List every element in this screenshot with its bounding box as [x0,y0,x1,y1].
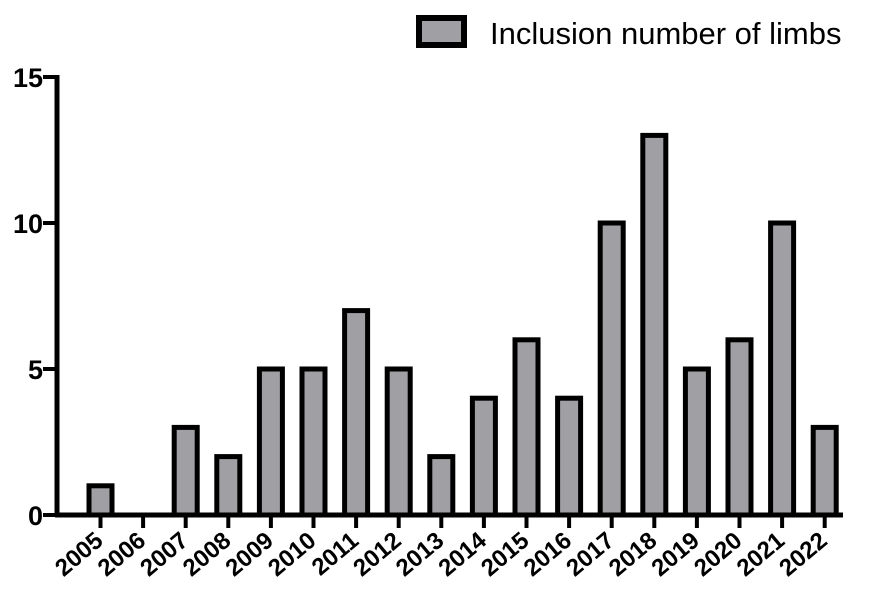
bar-2021 [768,220,797,518]
y-tick-label-5: 5 [28,355,43,385]
bar-2018 [640,132,669,518]
bar-2017 [597,220,626,518]
bar-2015 [512,337,541,518]
y-axis: 0 5 10 15 [13,63,60,531]
x-tick-label-2022: 2022 [774,527,832,582]
bar-2019 [682,366,711,518]
bar-2020 [725,337,754,518]
bar-2014 [469,395,498,518]
legend-swatch [416,15,467,48]
bar-2007 [171,424,200,518]
bar-2010 [299,366,328,518]
x-tick-label-2011: 2011 [307,527,364,581]
bar-2005 [86,483,115,518]
bar-2009 [256,366,285,518]
bar-2013 [427,454,456,518]
bars-group [86,132,839,518]
bar-2012 [384,366,413,518]
y-tick-label-10: 10 [13,209,43,239]
bar-2008 [214,454,243,518]
legend-label: Inclusion number of limbs [490,16,842,51]
y-tick-label-0: 0 [28,501,43,531]
legend: Inclusion number of limbs [416,15,842,51]
bar-2022 [810,424,839,518]
y-tick-label-15: 15 [13,63,43,93]
bar-2016 [555,395,584,518]
x-axis: 2005200620072008200920102011201220132014… [50,512,843,582]
bar-2011 [342,308,371,518]
